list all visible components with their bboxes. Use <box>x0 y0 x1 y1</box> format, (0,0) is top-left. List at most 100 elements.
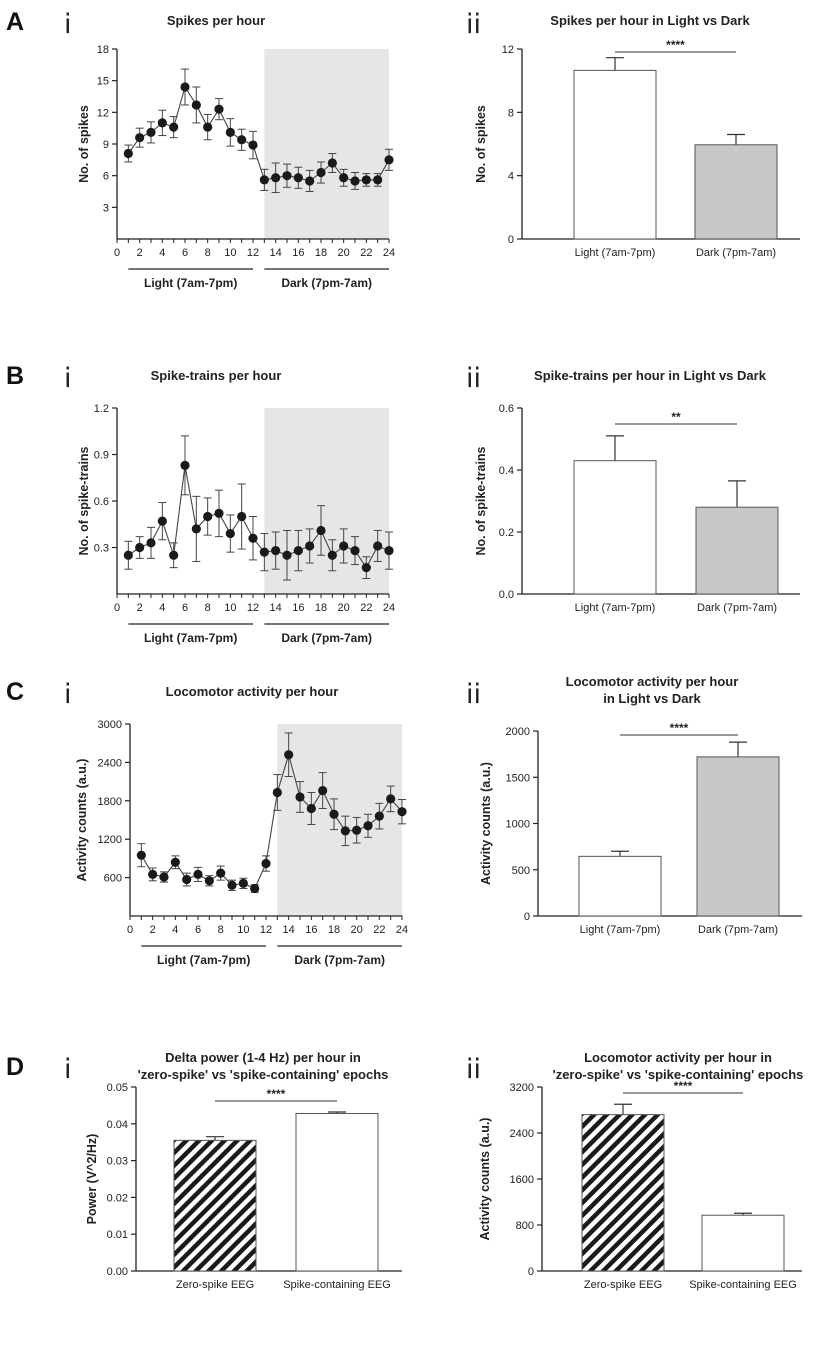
panel-a-ii-bar <box>573 69 657 240</box>
panel-c-i-y-label: Activity counts (a.u.) <box>75 759 89 882</box>
panel-c-ii-title-line2: in Light vs Dark <box>603 691 701 706</box>
panel-b-ii-y-label: No. of spike-trains <box>474 446 488 555</box>
panel-b-i-x-tick-label: 24 <box>383 602 395 614</box>
panel-a-ii-y-tick-label: 12 <box>502 44 514 56</box>
panel-a-i-data-point <box>157 118 167 128</box>
panel-b-i-data-point <box>305 541 315 551</box>
panel-a-i-y-tick-label: 12 <box>97 107 109 119</box>
panel-d-i-chart: Delta power (1-4 Hz) per hour in 'zero-sp… <box>85 1050 402 1291</box>
panel-d-ii-title-line2: 'zero-spike' vs 'spike-containing' epoch… <box>553 1067 804 1082</box>
panel-a-i-title: Spikes per hour <box>167 13 265 28</box>
panel-a-ii-significance-label: **** <box>666 38 685 52</box>
panel-d-i-bar <box>173 1139 257 1272</box>
panel-a-i-data-point <box>191 100 201 110</box>
panel-d-i-category-label: Spike-containing EEG <box>283 1279 391 1291</box>
panel-c-i-data-point <box>170 857 180 867</box>
panel-b-i-data-point <box>327 550 337 560</box>
panel-c-i-data-point <box>295 792 305 802</box>
panel-c-i-x-tick-label: 24 <box>396 924 408 936</box>
panel-letter-c: C <box>6 678 24 706</box>
panel-b-i-x-tick-label: 22 <box>360 602 372 614</box>
panel-b-i-x-tick-label: 16 <box>292 602 304 614</box>
panel-b-i-data-point <box>316 525 326 536</box>
panel-a-i-x-tick-label: 24 <box>383 247 395 259</box>
panel-d-ii-title: Locomotor activity per hour in <box>584 1050 772 1065</box>
panel-a-i-data-point <box>123 148 133 159</box>
panel-b-ii-label: ii <box>466 363 481 394</box>
panel-a-i-x-tick-label: 10 <box>224 247 236 259</box>
panel-c-i-data-point <box>193 869 203 880</box>
panel-a-i-data-point <box>135 133 145 143</box>
panel-a-i-x-tick-label: 16 <box>292 247 304 259</box>
panel-letter-d: D <box>6 1053 24 1081</box>
panel-b-i-x-tick-label: 8 <box>205 602 211 614</box>
panel-d-i-title-line2: 'zero-spike' vs 'spike-containing' epoch… <box>138 1067 389 1082</box>
panel-c-i-x-tick-label: 16 <box>305 924 317 936</box>
panel-c-i-data-point <box>216 868 226 878</box>
panel-d-i-bar <box>295 1112 379 1272</box>
panel-c-ii-y-tick-label: 2000 <box>506 726 530 738</box>
panel-a-i-x-tick-label: 12 <box>247 247 259 259</box>
panel-c-ii-y-label: Activity counts (a.u.) <box>479 762 493 885</box>
panel-b-i-data-point <box>237 511 247 522</box>
panel-d-i-category-label: Zero-spike EEG <box>176 1279 254 1291</box>
panel-b-i-label: i <box>64 363 72 394</box>
panel-b-ii-y-tick-label: 0.4 <box>499 465 514 477</box>
panel-b-ii-y-tick-label: 0.0 <box>499 589 514 601</box>
panel-a-i-x-tick-label: 0 <box>114 247 120 259</box>
panel-a-i-label: i <box>64 9 72 40</box>
panel-c-i-data-point <box>148 869 158 880</box>
panel-c-i-chart: Locomotor activity per hour6001200180024… <box>75 684 408 967</box>
panel-a-i-y-tick-label: 3 <box>103 202 109 214</box>
panel-c-ii-significance-label: **** <box>670 721 689 735</box>
panel-d-ii-y-label: Activity counts (a.u.) <box>478 1118 492 1241</box>
panel-c-i-x-tick-label: 22 <box>373 924 385 936</box>
panel-c-i-y-tick-label: 2400 <box>98 757 122 769</box>
panel-b-i-data-point <box>214 508 224 518</box>
panel-a-i-data-point <box>146 127 156 137</box>
panel-b-i-data-point <box>282 550 292 560</box>
panel-d-i-y-tick-label: 0.01 <box>107 1229 128 1241</box>
panel-c-i-data-point <box>261 858 271 869</box>
panel-b-ii-significance-label: ** <box>671 410 681 424</box>
panel-a-i-data-point <box>180 82 190 92</box>
panel-c-i-data-point <box>250 883 260 894</box>
panel-b-i-x-tick-label: 14 <box>270 602 282 614</box>
panel-b-i-data-point <box>293 546 303 556</box>
panel-c-i-y-tick-label: 1800 <box>98 796 122 808</box>
panel-c-i-x-tick-label: 20 <box>351 924 363 936</box>
panel-c-i-y-tick-label: 1200 <box>98 834 122 846</box>
panel-c-i-data-point <box>386 794 396 804</box>
panel-c-i-y-tick-label: 600 <box>104 873 122 885</box>
panel-c-i-x-tick-label: 8 <box>218 924 224 936</box>
panel-c-i-data-point <box>352 825 362 835</box>
panel-a-i-y-tick-label: 15 <box>97 76 109 88</box>
panel-c-i-data-point <box>329 809 339 819</box>
panel-b-ii-bar <box>573 460 657 595</box>
panel-b-i-title: Spike-trains per hour <box>151 368 282 383</box>
panel-b-ii-title: Spike-trains per hour in Light vs Dark <box>534 368 767 383</box>
panel-a-i-x-tick-label: 8 <box>205 247 211 259</box>
panel-c-ii-y-tick-label: 1500 <box>506 772 530 784</box>
panel-letter-b: B <box>6 362 24 390</box>
panel-b-ii-chart: Spike-trains per hour in Light vs Dark 0.… <box>474 368 800 614</box>
panel-c-i-x-tick-label: 14 <box>283 924 295 936</box>
panel-a-i-data-point <box>293 173 303 183</box>
panel-a-i-y-tick-label: 6 <box>103 171 109 183</box>
panel-d-ii-label: ii <box>466 1054 481 1085</box>
panel-b-i-x-tick-label: 4 <box>159 602 165 614</box>
panel-c-i-x-tick-label: 10 <box>237 924 249 936</box>
panel-a-i-group-label: Light (7am-7pm) <box>144 276 237 290</box>
panel-b-i-x-tick-label: 2 <box>137 602 143 614</box>
panel-a-i-x-tick-label: 2 <box>137 247 143 259</box>
panel-c-i-data-point <box>284 750 294 760</box>
panel-b-i-data-point <box>146 538 156 548</box>
panel-d-ii-category-label: Zero-spike EEG <box>584 1279 662 1291</box>
panel-b-i-data-point <box>180 460 190 470</box>
panel-b-i-data-point <box>135 542 145 553</box>
panel-a-i-data-point <box>361 175 371 185</box>
panel-b-i-y-tick-label: 1.2 <box>94 403 109 415</box>
panel-c-i-y-tick-label: 3000 <box>98 719 122 731</box>
panel-b-i-data-point <box>339 541 349 551</box>
